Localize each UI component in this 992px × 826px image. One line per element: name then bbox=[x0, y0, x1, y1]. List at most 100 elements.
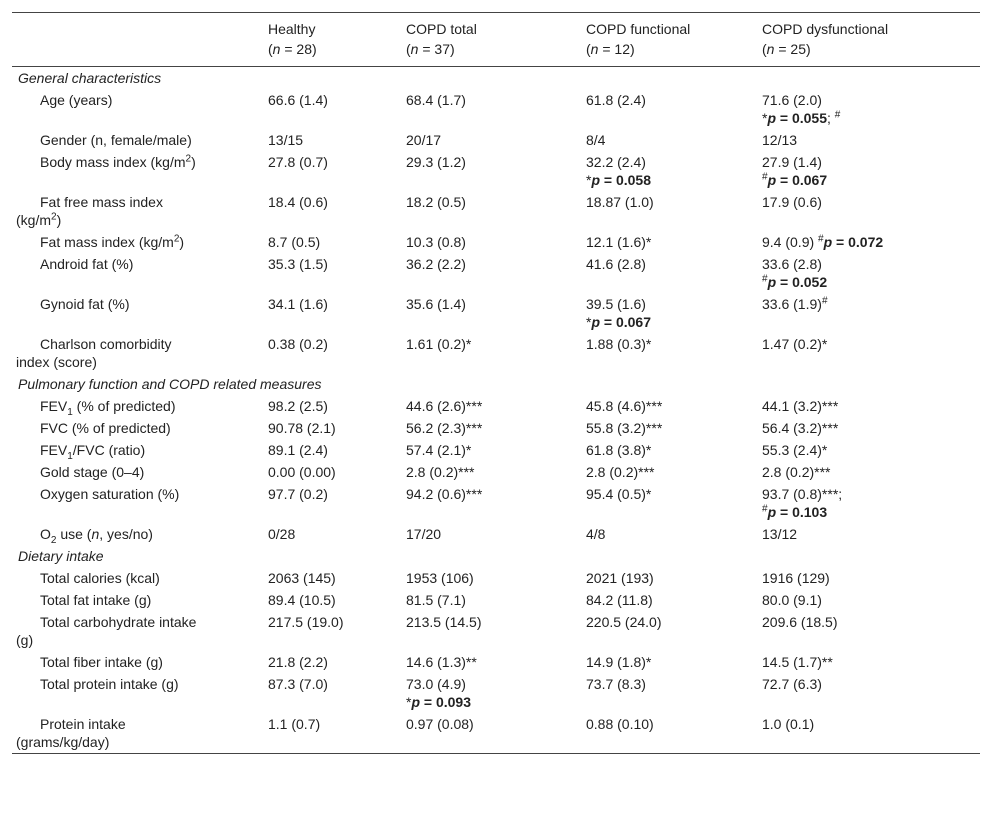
data-cell: 2.8 (0.2)*** bbox=[402, 461, 582, 483]
data-cell: 84.2 (11.8) bbox=[582, 589, 758, 611]
text: 27.9 (1.4) bbox=[762, 154, 822, 170]
text: 12/13 bbox=[762, 132, 798, 148]
line: 68.4 (1.7) bbox=[406, 91, 578, 109]
text: Android fat (%) bbox=[40, 256, 134, 272]
data-row: Protein intake (grams/kg/day) 1.1 (0.7) 0.9… bbox=[12, 713, 980, 754]
line: 73.7 (8.3) bbox=[586, 675, 754, 693]
text-sup: # bbox=[762, 171, 768, 183]
header-cell: COPD functional (n = 12) bbox=[582, 13, 758, 67]
line: 41.6 (2.8) bbox=[586, 255, 754, 273]
line: 8.7 (0.5) bbox=[268, 233, 398, 251]
row-label: Protein intake (grams/kg/day) bbox=[12, 713, 264, 754]
text: ) bbox=[191, 154, 196, 170]
text: Charlson comorbidity bbox=[40, 336, 172, 352]
text-b: = 0.072 bbox=[832, 234, 884, 250]
line: 89.1 (2.4) bbox=[268, 441, 398, 459]
text: ( bbox=[406, 41, 411, 57]
text: * bbox=[586, 172, 592, 188]
line: 1953 (106) bbox=[406, 569, 578, 587]
text: Gender (n, female/male) bbox=[40, 132, 192, 148]
line: 44.6 (2.6)*** bbox=[406, 397, 578, 415]
header-cell: COPD total (n = 37) bbox=[402, 13, 582, 67]
line: 2063 (145) bbox=[268, 569, 398, 587]
line: 2021 (193) bbox=[586, 569, 754, 587]
data-cell: 1.1 (0.7) bbox=[264, 713, 402, 754]
line: 18.2 (0.5) bbox=[406, 193, 578, 211]
line: 56.4 (3.2)*** bbox=[762, 419, 976, 437]
data-row: Total calories (kcal) 2063 (145) 1953 (106… bbox=[12, 567, 980, 589]
text-bi: p bbox=[768, 274, 777, 290]
text-bi: p bbox=[768, 172, 777, 188]
row-label: Charlson comorbidity index (score) bbox=[12, 333, 264, 373]
line: #p = 0.103 bbox=[762, 503, 976, 521]
data-cell: 0.88 (0.10) bbox=[582, 713, 758, 754]
text: 73.0 (4.9) bbox=[406, 676, 466, 692]
data-cell: 18.87 (1.0) bbox=[582, 191, 758, 231]
data-cell: 97.7 (0.2) bbox=[264, 483, 402, 523]
line: 87.3 (7.0) bbox=[268, 675, 398, 693]
text: 39.5 (1.6) bbox=[586, 296, 646, 312]
line: 0.88 (0.10) bbox=[586, 715, 754, 733]
text-i: n bbox=[410, 41, 419, 57]
text: = 37) bbox=[418, 41, 455, 57]
data-cell: 56.2 (2.3)*** bbox=[402, 417, 582, 439]
data-cell: 73.7 (8.3) bbox=[582, 673, 758, 713]
data-cell: 44.6 (2.6)*** bbox=[402, 395, 582, 417]
text: = 12) bbox=[598, 41, 635, 57]
line: FEV1 (% of predicted) bbox=[16, 397, 260, 417]
line: 1916 (129) bbox=[762, 569, 976, 587]
text: 13/12 bbox=[762, 526, 798, 542]
text-sup: # bbox=[834, 109, 841, 121]
data-cell: 41.6 (2.8) bbox=[582, 253, 758, 293]
text: ) bbox=[179, 234, 185, 250]
text: ( bbox=[586, 41, 591, 57]
line: 90.78 (2.1) bbox=[268, 419, 398, 437]
text: Oxygen saturation (%) bbox=[40, 486, 180, 502]
line: 9.4 (0.9) #p = 0.072 bbox=[762, 233, 976, 251]
line: 18.4 (0.6) bbox=[268, 193, 398, 211]
data-cell: 33.6 (1.9)# bbox=[758, 293, 980, 333]
data-cell: 8.7 (0.5) bbox=[264, 231, 402, 253]
line: 45.8 (4.6)*** bbox=[586, 397, 754, 415]
data-cell: 55.3 (2.4)* bbox=[758, 439, 980, 461]
text: 97.7 (0.2) bbox=[268, 486, 328, 502]
data-cell: 12/13 bbox=[758, 129, 980, 151]
text-i: n bbox=[766, 41, 775, 57]
text: 34.1 (1.6) bbox=[268, 296, 328, 312]
text: 94.2 (0.6)*** bbox=[406, 486, 483, 502]
data-cell: 1953 (106) bbox=[402, 567, 582, 589]
line: 17.9 (0.6) bbox=[762, 193, 976, 211]
data-cell: 2.8 (0.2)*** bbox=[582, 461, 758, 483]
text: 1.47 (0.2)* bbox=[762, 336, 828, 352]
header-cell bbox=[12, 13, 264, 67]
text: 10.3 (0.8) bbox=[406, 234, 466, 250]
row-label: Total calories (kcal) bbox=[12, 567, 264, 589]
text: 1916 (129) bbox=[762, 570, 830, 586]
data-cell: 14.9 (1.8)* bbox=[582, 651, 758, 673]
line: 97.7 (0.2) bbox=[268, 485, 398, 503]
line: 44.1 (3.2)*** bbox=[762, 397, 976, 415]
text-bi: p bbox=[767, 110, 776, 126]
data-row: FVC (% of predicted) 90.78 (2.1) 56.2 (2.3… bbox=[12, 417, 980, 439]
data-cell: 2021 (193) bbox=[582, 567, 758, 589]
text: = 28) bbox=[280, 41, 317, 57]
line: 1.88 (0.3)* bbox=[586, 335, 754, 353]
line: 1.61 (0.2)* bbox=[406, 335, 578, 353]
text-sup: 2 bbox=[173, 233, 180, 245]
line: 56.2 (2.3)*** bbox=[406, 419, 578, 437]
line: FVC (% of predicted) bbox=[16, 419, 260, 437]
row-label: Android fat (%) bbox=[12, 253, 264, 293]
data-cell: 9.4 (0.9) #p = 0.072 bbox=[758, 231, 980, 253]
row-label: FVC (% of predicted) bbox=[12, 417, 264, 439]
line: 27.9 (1.4) bbox=[762, 153, 976, 171]
row-label: Total protein intake (g) bbox=[12, 673, 264, 713]
text-bi: p bbox=[591, 172, 601, 188]
row-label: Body mass index (kg/m2) bbox=[12, 151, 264, 191]
text: ; bbox=[827, 110, 835, 126]
data-row: Age (years) 66.6 (1.4) 68.4 (1.7) 61.8 (2.4… bbox=[12, 89, 980, 129]
data-cell: 95.4 (0.5)* bbox=[582, 483, 758, 523]
data-cell: 94.2 (0.6)*** bbox=[402, 483, 582, 523]
line: 35.3 (1.5) bbox=[268, 255, 398, 273]
line: 66.6 (1.4) bbox=[268, 91, 398, 109]
line: 1.1 (0.7) bbox=[268, 715, 398, 733]
